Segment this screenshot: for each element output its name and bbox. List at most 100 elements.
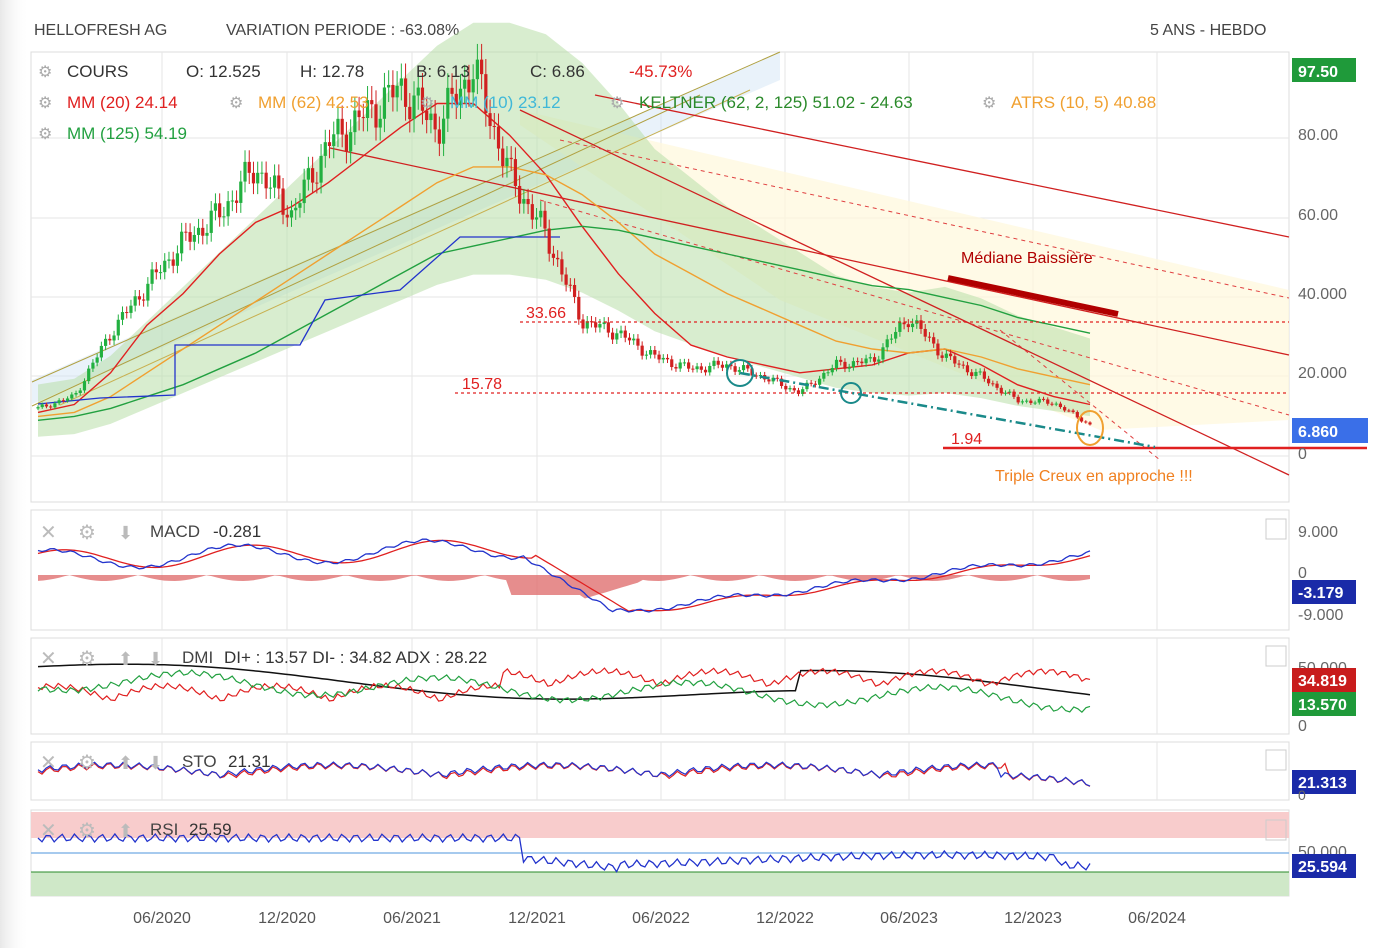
candle [49,406,53,408]
arrow-down-icon[interactable]: ⬇ [148,649,163,669]
candle [682,362,687,364]
candle [171,259,175,266]
candle [395,85,399,98]
candle [712,360,716,366]
candle [729,364,733,367]
candle [606,322,610,333]
candle [1075,412,1079,418]
candle [158,272,163,274]
candle [534,217,539,220]
channel-line [539,199,1290,416]
close-icon[interactable]: ✕ [40,648,57,670]
candle [1016,396,1020,403]
candle [746,365,750,369]
candle [1088,422,1092,425]
gear-icon[interactable]: ⚙ [78,752,96,774]
close-icon[interactable]: ✕ [40,752,57,774]
candles [36,43,1092,426]
sto-badge-text: 21.313 [1298,775,1347,792]
candle [518,185,522,204]
candle [226,201,230,217]
candle [860,361,864,364]
rsi-badge-text: 25.594 [1298,859,1347,876]
sto-tick-0: 0 [1298,787,1306,803]
gear-icon[interactable]: ⚙ [78,648,96,670]
candle [323,142,327,156]
candle [594,322,598,328]
gear-icon: ⚙ [420,95,434,112]
arrow-up-icon[interactable]: ⬆ [118,649,133,669]
panel-checkbox[interactable] [1265,645,1287,667]
trough-1-marker [726,359,754,387]
candle [1041,398,1046,400]
candle [306,168,310,180]
candle [142,299,146,301]
dmi-badge-red-text: 34.819 [1298,673,1347,690]
arrow-down-icon[interactable]: ⬇ [148,753,163,773]
arrow-down-icon[interactable]: ⬇ [118,523,133,543]
candle [116,319,120,336]
y-tick-20: 20.000 [1298,365,1347,382]
candle [906,324,910,328]
gear-icon: ⚙ [982,95,996,112]
candle [678,362,682,369]
candle [818,378,822,385]
candle [454,93,458,106]
candle [239,181,243,203]
candle [344,134,349,152]
candle [416,87,420,96]
candle [74,393,78,395]
candle [378,118,382,128]
candle [1063,407,1067,411]
candle [488,113,492,127]
candle [1046,399,1050,404]
close-icon[interactable]: ✕ [40,522,57,544]
candle [687,362,691,369]
sto-line [37,761,1091,787]
macd-value: -0.281 [213,522,261,541]
candle [336,118,340,135]
keltner-label: KELTNER (62, 2, 125) 51.02 - 24.63 [639,93,913,112]
candle [403,78,408,107]
candle [230,200,234,202]
candle [564,274,568,285]
close-icon[interactable]: ✕ [40,820,57,842]
panel-checkbox[interactable] [1265,518,1287,540]
panel-checkbox[interactable] [1265,749,1287,771]
gear-icon[interactable]: ⚙ [78,820,96,842]
candle [657,354,661,360]
dmi-tick-0: 0 [1298,718,1307,735]
candle [264,172,268,189]
arrow-up-icon[interactable]: ⬆ [118,753,133,773]
candle [188,232,192,242]
panel-checkbox[interactable] [1265,819,1287,841]
candle [522,198,526,204]
open-value: O: 12.525 [186,62,261,81]
candle [65,398,70,401]
candle [894,331,898,339]
candle [365,100,370,119]
candle [446,87,450,119]
candle [40,404,44,408]
candle [1029,400,1033,404]
arrow-up-icon[interactable]: ⬆ [118,821,133,841]
y-tick-40: 40.000 [1298,286,1347,303]
candle [433,113,437,130]
candle [982,371,986,379]
candle [610,332,615,340]
candle [294,207,298,211]
candle [463,79,467,89]
rsi-oversold-zone [31,872,1289,896]
candle [602,322,606,325]
candle [737,370,741,372]
sto-badge [1292,770,1356,794]
x-tick-label: 12/2023 [1004,910,1062,927]
candle [501,148,505,167]
gear-icon[interactable]: ⚙ [78,522,96,544]
candle [91,362,95,369]
macd-label: MACD [150,522,200,541]
candle [129,305,133,313]
gear-icon: ⚙ [610,95,624,112]
last-badge [1292,418,1368,443]
